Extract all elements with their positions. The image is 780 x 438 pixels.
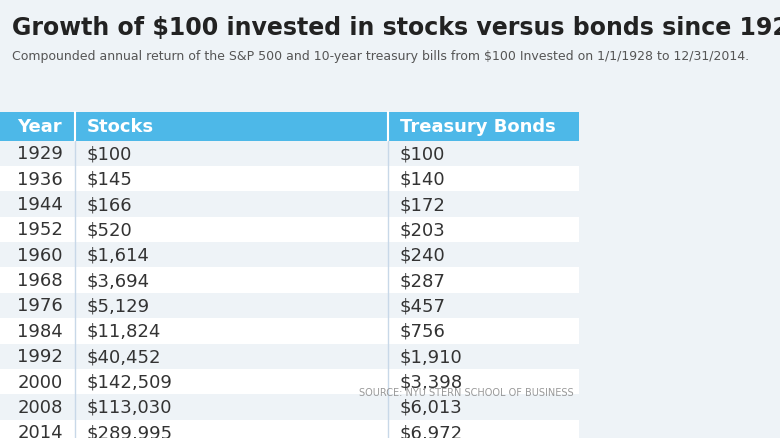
Text: $1,614: $1,614 <box>87 246 150 264</box>
Text: $1,910: $1,910 <box>399 347 463 365</box>
Text: Year: Year <box>17 118 62 136</box>
Text: Treasury Bonds: Treasury Bonds <box>399 118 555 136</box>
Text: $113,030: $113,030 <box>87 398 172 416</box>
FancyBboxPatch shape <box>0 192 580 217</box>
Text: 1929: 1929 <box>17 145 63 163</box>
Text: $6,972: $6,972 <box>399 423 463 438</box>
Text: $142,509: $142,509 <box>87 373 172 391</box>
Text: Stocks: Stocks <box>87 118 154 136</box>
Text: 1944: 1944 <box>17 196 63 214</box>
Text: $172: $172 <box>399 196 445 214</box>
Text: SOURCE: NYU STERN SCHOOL OF BUSINESS: SOURCE: NYU STERN SCHOOL OF BUSINESS <box>359 388 573 398</box>
FancyBboxPatch shape <box>0 318 580 344</box>
FancyBboxPatch shape <box>0 268 580 293</box>
Text: $287: $287 <box>399 272 445 290</box>
Text: $203: $203 <box>399 221 445 239</box>
Text: 1992: 1992 <box>17 347 63 365</box>
FancyBboxPatch shape <box>0 293 580 318</box>
Text: 1976: 1976 <box>17 297 63 315</box>
Text: $11,824: $11,824 <box>87 322 161 340</box>
FancyBboxPatch shape <box>0 141 580 166</box>
FancyBboxPatch shape <box>0 394 580 420</box>
FancyBboxPatch shape <box>0 217 580 243</box>
Text: $457: $457 <box>399 297 445 315</box>
Text: 1936: 1936 <box>17 170 63 188</box>
Text: $140: $140 <box>399 170 445 188</box>
Text: $756: $756 <box>399 322 445 340</box>
Text: 1984: 1984 <box>17 322 63 340</box>
Text: $3,694: $3,694 <box>87 272 150 290</box>
FancyBboxPatch shape <box>0 113 580 141</box>
FancyBboxPatch shape <box>0 166 580 192</box>
Text: Growth of $100 invested in stocks versus bonds since 1928: Growth of $100 invested in stocks versus… <box>12 16 780 40</box>
Text: Compounded annual return of the S&P 500 and 10-year treasury bills from $100 Inv: Compounded annual return of the S&P 500 … <box>12 50 749 63</box>
Text: $100: $100 <box>399 145 445 163</box>
FancyBboxPatch shape <box>0 369 580 394</box>
Text: 1952: 1952 <box>17 221 63 239</box>
Text: $145: $145 <box>87 170 133 188</box>
Text: 2008: 2008 <box>17 398 62 416</box>
Text: $520: $520 <box>87 221 133 239</box>
FancyBboxPatch shape <box>0 243 580 268</box>
Text: $166: $166 <box>87 196 133 214</box>
Text: $100: $100 <box>87 145 133 163</box>
Text: $289,995: $289,995 <box>87 423 173 438</box>
FancyBboxPatch shape <box>0 344 580 369</box>
Text: $240: $240 <box>399 246 445 264</box>
Text: $6,013: $6,013 <box>399 398 463 416</box>
Text: 2014: 2014 <box>17 423 63 438</box>
Text: 1968: 1968 <box>17 272 63 290</box>
Text: $3,398: $3,398 <box>399 373 463 391</box>
Text: 2000: 2000 <box>17 373 62 391</box>
FancyBboxPatch shape <box>0 420 580 438</box>
Text: $5,129: $5,129 <box>87 297 150 315</box>
Text: 1960: 1960 <box>17 246 63 264</box>
Text: $40,452: $40,452 <box>87 347 161 365</box>
